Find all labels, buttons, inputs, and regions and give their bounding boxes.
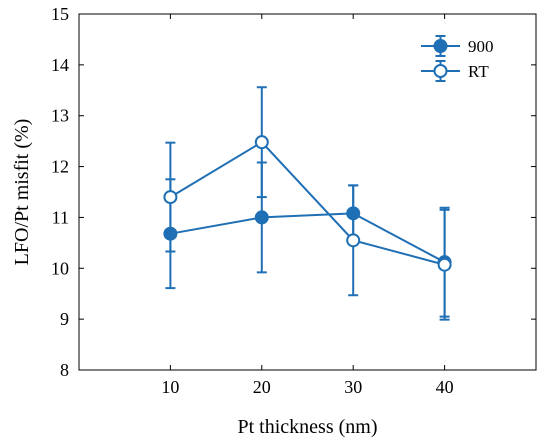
- x-tick-label: 40: [436, 377, 454, 397]
- x-tick-label: 20: [253, 377, 271, 397]
- x-tick-label: 30: [344, 377, 362, 397]
- legend-label: 900: [468, 37, 494, 56]
- legend-marker: [433, 64, 448, 78]
- series-rt: [163, 86, 452, 321]
- y-tick-label: 11: [52, 207, 69, 227]
- x-tick-label: 10: [161, 377, 179, 397]
- legend-marker: [433, 39, 448, 53]
- x-axis-label: Pt thickness (nm): [238, 416, 378, 438]
- data-point: [163, 190, 178, 205]
- legend-item-rt: RT: [421, 60, 489, 82]
- data-point: [437, 257, 452, 272]
- y-tick-label: 15: [51, 4, 69, 24]
- legend-item-900: 900: [421, 35, 494, 57]
- y-tick-label: 14: [51, 55, 69, 75]
- axes-box: [78, 13, 537, 371]
- y-tick-label: 13: [51, 106, 69, 126]
- legend: 900 RT: [421, 35, 494, 82]
- plot-area: [163, 86, 452, 321]
- data-point: [346, 233, 361, 248]
- y-tick-label: 10: [51, 258, 69, 278]
- y-tick-label: 9: [60, 309, 69, 329]
- series-900: [163, 161, 452, 318]
- data-point: [254, 135, 269, 150]
- data-point: [254, 210, 269, 225]
- y-tick-label: 8: [60, 360, 69, 380]
- y-axis-label: LFO/Pt misfit (%): [11, 119, 33, 266]
- legend-label: RT: [468, 62, 489, 81]
- y-tick-label: 12: [51, 157, 69, 177]
- series-line: [170, 212, 446, 264]
- series-line: [169, 140, 445, 266]
- axes: 10 20 30 40 8 9 10 11 12 13 14 15 Pt thickness (nm) L…: [11, 4, 537, 438]
